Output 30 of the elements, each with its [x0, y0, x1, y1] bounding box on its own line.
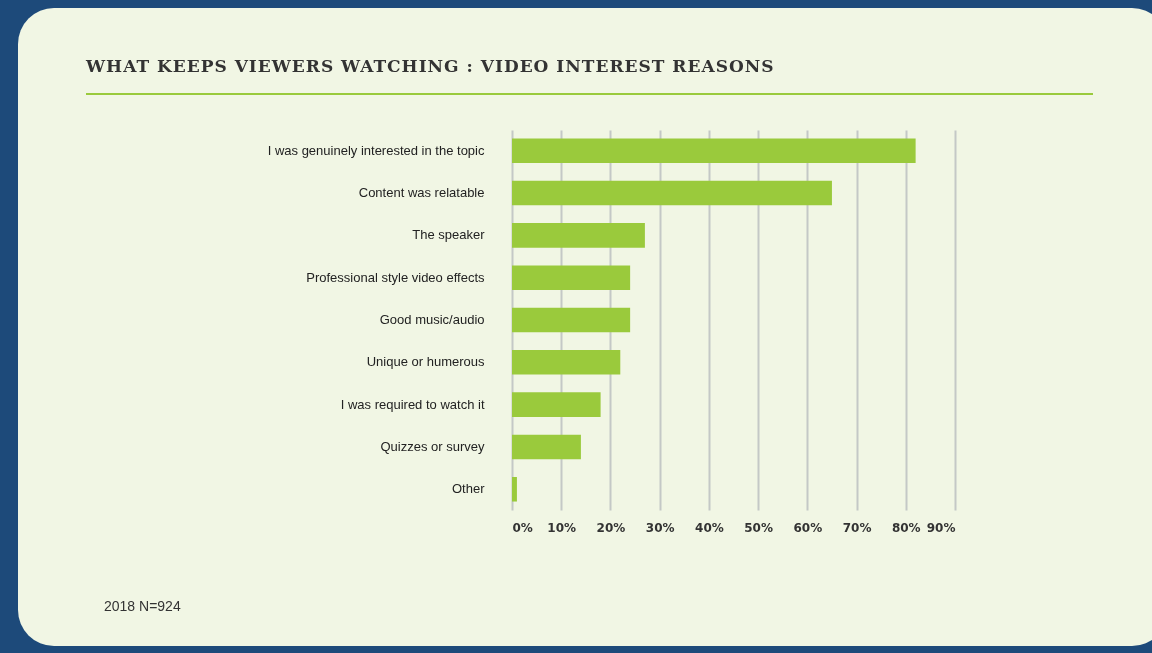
x-tick-label: 90% [926, 520, 956, 535]
y-tick-label: Other [451, 481, 486, 497]
bar [512, 392, 601, 417]
x-tick-label: 60% [793, 520, 823, 535]
bar [512, 476, 517, 502]
x-tick-label: 50% [744, 520, 773, 535]
x-tick-label: 20% [596, 520, 626, 535]
y-tick-label: I was genuinely interested in the topic [267, 142, 485, 158]
x-tick-label: 10% [547, 520, 577, 535]
bar [512, 138, 916, 164]
bar [512, 434, 581, 460]
bar [512, 180, 832, 206]
x-tick-label: 80% [891, 520, 921, 535]
bar [512, 265, 631, 290]
bar [512, 223, 645, 248]
y-tick-label: I was required to watch it [340, 396, 485, 412]
x-tick-label: 40% [695, 520, 724, 535]
y-tick-label: Quizzes or survey [380, 438, 485, 454]
chart-title: WHAT KEEPS VIEWERS WATCHING : VIDEO INTEREST REASONS [86, 56, 775, 76]
y-tick-label: Unique or humerous [366, 354, 485, 370]
y-tick-label: The speaker [412, 227, 486, 243]
bar [512, 307, 631, 333]
y-tick-label: Good music/audio [379, 312, 485, 327]
x-tick-label: 0% [512, 520, 533, 535]
text: 2018 N=924 [104, 598, 181, 614]
bar [512, 350, 621, 375]
y-tick-label: Professional style video effects [306, 269, 485, 285]
x-tick-label: 30% [645, 520, 675, 535]
y-tick-label: Content was relatable [358, 185, 485, 201]
x-tick-label: 70% [842, 520, 872, 535]
